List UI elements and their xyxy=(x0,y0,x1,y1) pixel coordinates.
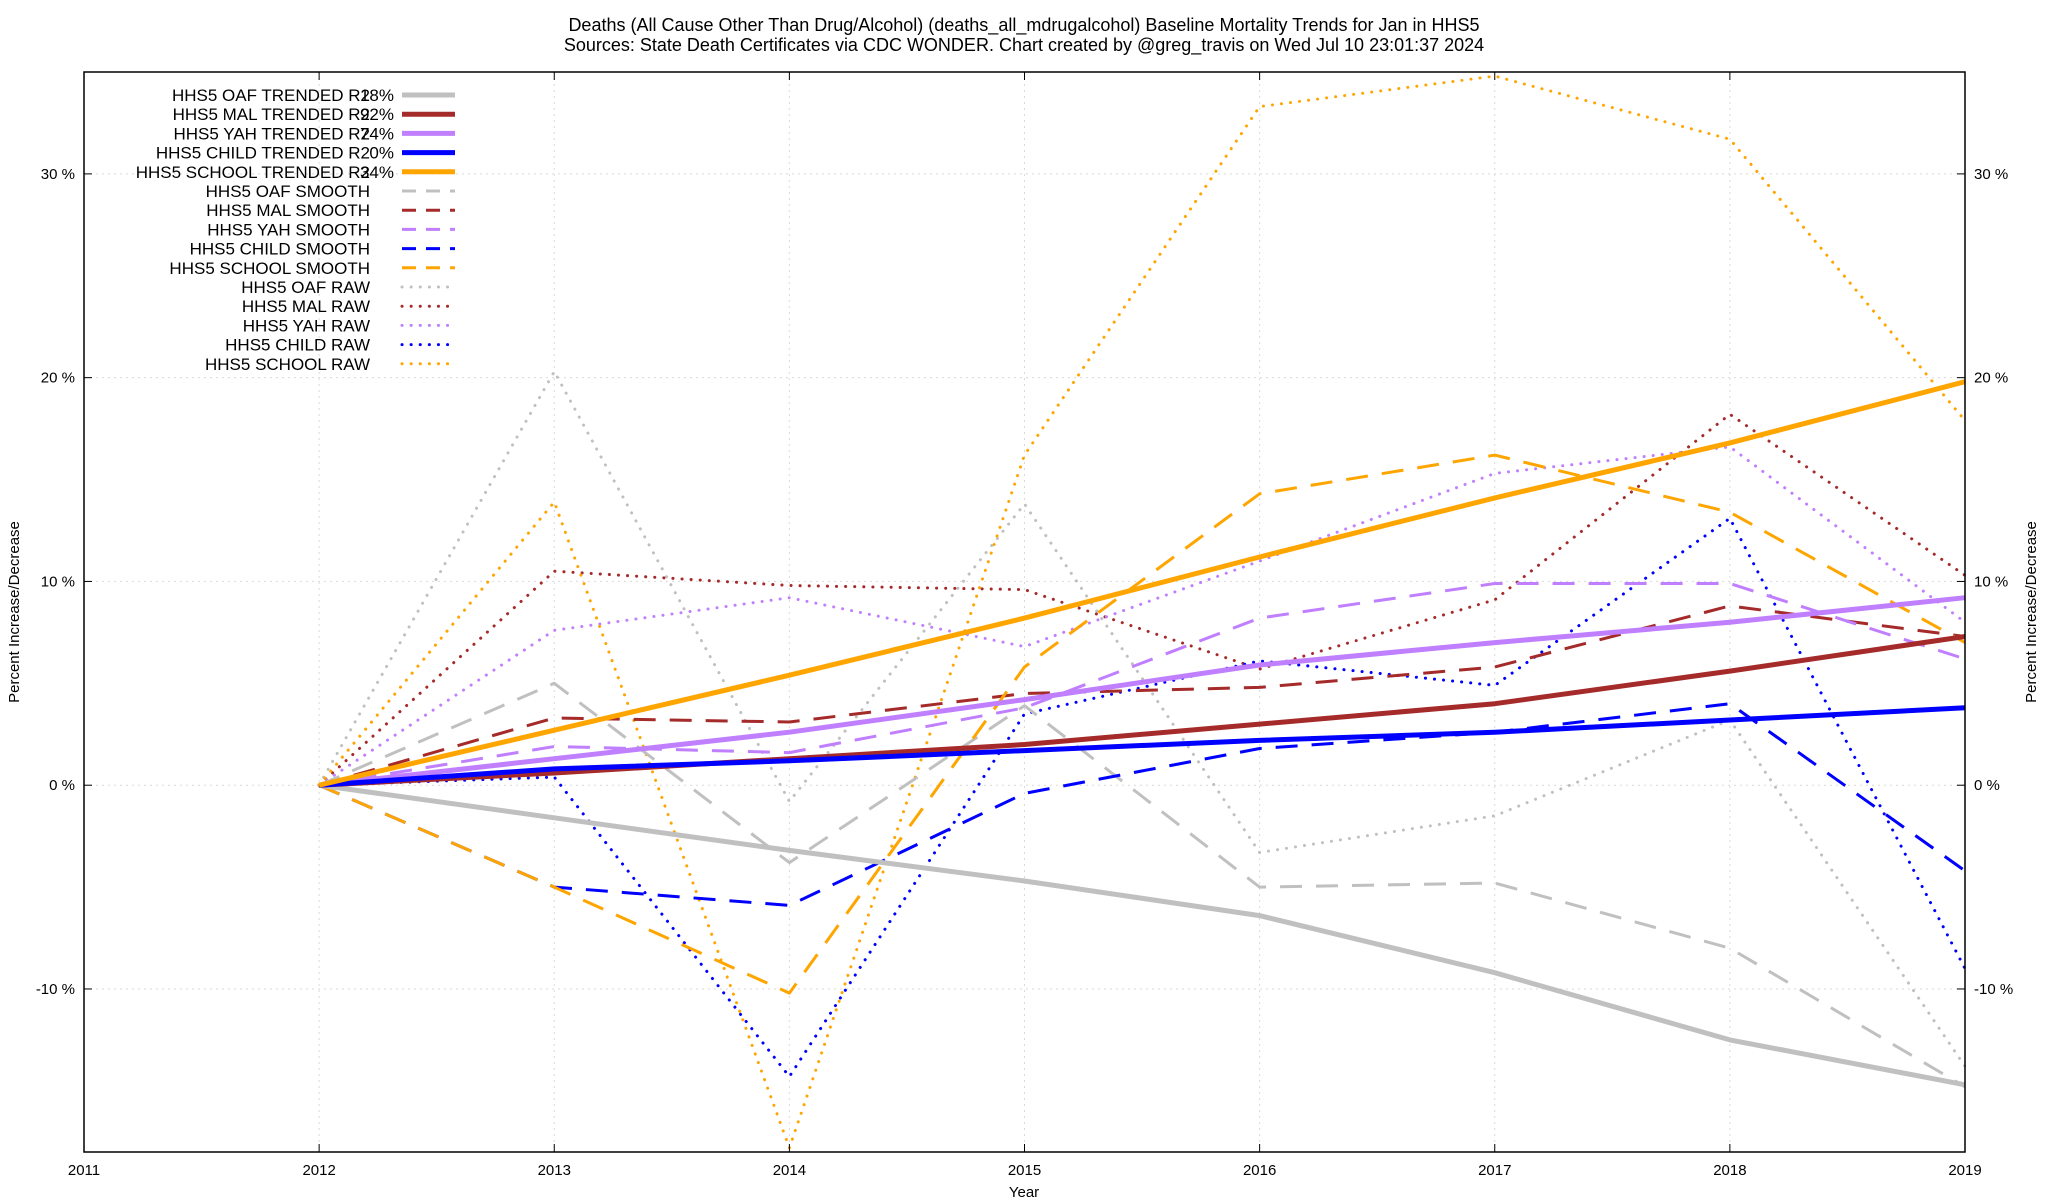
legend-entry-label: HHS5 MAL TRENDED R2 xyxy=(173,105,370,124)
y-tick-label-left: 30 % xyxy=(41,166,75,183)
series-line-hhs5-child-raw xyxy=(317,516,1967,1079)
series-line-hhs5-yah-trended xyxy=(318,595,1966,788)
legend-entry-label: HHS5 CHILD RAW xyxy=(225,336,370,355)
series-line-hhs5-child-trended xyxy=(318,705,1966,788)
series-line-hhs5-oaf-trended xyxy=(318,782,1966,1088)
series-line-hhs5-oaf-smooth xyxy=(318,681,1966,1089)
legend-entry-label: HHS5 OAF SMOOTH xyxy=(206,182,370,201)
x-tick-label: 2018 xyxy=(1713,1162,1746,1179)
legend-entry-r2: 92% xyxy=(360,105,394,124)
legend-entry-r2: 18% xyxy=(360,86,394,105)
x-axis-label: Year xyxy=(1009,1184,1039,1200)
x-tick-label: 2012 xyxy=(302,1162,335,1179)
legend-entry-r2: 34% xyxy=(360,163,394,182)
legend-entry-r2: 0% xyxy=(369,144,394,163)
y-axis-label-right: Percent Increase/Decrease xyxy=(2023,521,2040,703)
grid xyxy=(83,72,1966,1152)
series-line-hhs5-school-smooth xyxy=(318,453,1966,995)
legend-entry-label: HHS5 YAH TRENDED R2 xyxy=(174,124,371,143)
x-tick-label: 2014 xyxy=(773,1162,806,1179)
series-line-hhs5-child-smooth xyxy=(318,702,1966,907)
y-tick-label-right: -10 % xyxy=(1974,981,2013,998)
series-line-hhs5-school-trended xyxy=(318,379,1966,788)
series-line-hhs5-mal-smooth xyxy=(318,604,1966,787)
x-tick-label: 2011 xyxy=(68,1162,100,1179)
y-tick-label-left: 0 % xyxy=(49,777,75,794)
y-tick-label-left: 20 % xyxy=(41,370,75,387)
legend-entry-label: HHS5 SCHOOL SMOOTH xyxy=(169,259,370,278)
legend-entry-label: HHS5 CHILD TRENDED R2 xyxy=(156,144,370,163)
x-tick-label: 2016 xyxy=(1243,1162,1276,1179)
series-lines xyxy=(317,74,1967,1150)
y-axis-label-left: Percent Increase/Decrease xyxy=(6,521,23,703)
legend-entry-label: HHS5 CHILD SMOOTH xyxy=(190,240,370,259)
legend-entry-label: HHS5 MAL RAW xyxy=(242,297,370,316)
x-tick-label: 2015 xyxy=(1008,1162,1041,1179)
chart-title-line-2: Sources: State Death Certificates via CD… xyxy=(564,35,1484,56)
y-tick-label-right: 10 % xyxy=(1974,573,2008,590)
legend-entry-label: HHS5 OAF TRENDED R2 xyxy=(172,86,370,105)
legend-entry-label: HHS5 OAF RAW xyxy=(241,278,370,297)
legend-entry-r2: 74% xyxy=(360,124,394,143)
legend-entry-label: HHS5 YAH SMOOTH xyxy=(207,220,370,239)
axis-ticks: 2011 2012 2013 2014 2015 2016 2017 2018 2019 -10 … xyxy=(36,72,2013,1179)
series-line-hhs5-yah-smooth xyxy=(318,582,1966,787)
series-line-hhs5-oaf-raw xyxy=(317,370,1967,1068)
legend-entry-label: HHS5 YAH RAW xyxy=(243,316,370,335)
legend-entry-label: HHS5 MAL SMOOTH xyxy=(206,201,370,220)
x-tick-label: 2013 xyxy=(538,1162,571,1179)
x-tick-label: 2019 xyxy=(1948,1162,1981,1179)
series-line-hhs5-school-raw xyxy=(317,74,1967,1150)
y-tick-label-left: -10 % xyxy=(36,981,75,998)
y-tick-label-right: 30 % xyxy=(1974,166,2008,183)
chart-title-line-1: Deaths (All Cause Other Than Drug/Alcoho… xyxy=(568,15,1479,36)
y-tick-label-right: 20 % xyxy=(1974,370,2008,387)
legend-entry-label: HHS5 SCHOOL RAW xyxy=(205,355,370,374)
x-tick-label: 2017 xyxy=(1478,1162,1511,1179)
y-tick-label-right: 0 % xyxy=(1974,777,2000,794)
y-tick-label-left: 10 % xyxy=(41,573,75,590)
legend-entry-label: HHS5 SCHOOL TRENDED R2 xyxy=(136,163,370,182)
series-line-hhs5-mal-trended xyxy=(318,634,1966,788)
